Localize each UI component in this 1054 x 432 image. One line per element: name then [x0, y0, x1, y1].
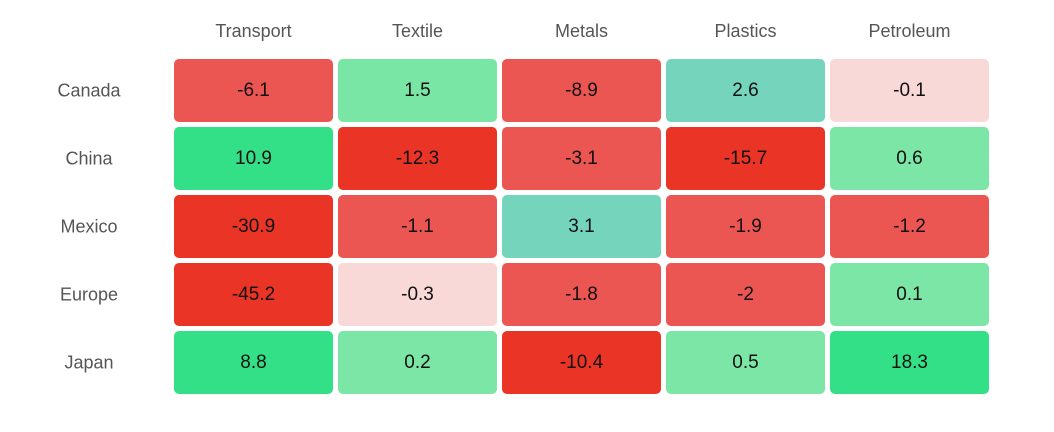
cell-value-label: -1.2 [893, 216, 926, 237]
cell-value-label: 3.1 [568, 216, 594, 237]
cell-fill [174, 59, 333, 122]
cell-fill [502, 127, 661, 190]
cell-value-label: -30.9 [232, 216, 275, 237]
heatmap-cell-mexico-textile: -1.1 [338, 195, 497, 258]
heatmap-cell-china-metals: -3.1 [502, 127, 661, 190]
cell-value-label: 0.6 [896, 148, 922, 169]
heatmap-cells: -6.1 1.5 -8.9 2.6 -0.1 10.9 -12.3 -3.1 -15.7 0.6 -… [174, 59, 989, 394]
heatmap-cell-mexico-metals: 3.1 [502, 195, 661, 258]
heatmap-cell-mexico-petroleum: -1.2 [830, 195, 989, 258]
cell-value-label: 0.1 [896, 284, 922, 305]
heatmap-cell-canada-petroleum: -0.1 [830, 59, 989, 122]
cell-fill [338, 59, 497, 122]
heatmap-cell-china-plastics: -15.7 [666, 127, 825, 190]
cell-fill [666, 127, 825, 190]
heatmap-cell-china-petroleum: 0.6 [830, 127, 989, 190]
heatmap-cell-china-textile: -12.3 [338, 127, 497, 190]
cell-value-label: -1.8 [565, 284, 598, 305]
cell-fill [830, 331, 989, 394]
cell-value-label: -1.1 [401, 216, 434, 237]
cell-value-label: 0.2 [404, 352, 430, 373]
cell-fill [502, 59, 661, 122]
cell-fill [338, 331, 497, 394]
cell-fill [830, 127, 989, 190]
cell-fill [830, 263, 989, 326]
heatmap-cell-japan-plastics: 0.5 [666, 331, 825, 394]
cell-fill [174, 263, 333, 326]
heatmap-cell-mexico-transport: -30.9 [174, 195, 333, 258]
heatmap-cell-canada-plastics: 2.6 [666, 59, 825, 122]
heatmap-cell-japan-transport: 8.8 [174, 331, 333, 394]
heatmap-cell-china-transport: 10.9 [174, 127, 333, 190]
heatmap-cell-europe-petroleum: 0.1 [830, 263, 989, 326]
heatmap-cell-mexico-plastics: -1.9 [666, 195, 825, 258]
cell-value-label: -0.1 [893, 80, 926, 101]
heatmap-cell-canada-textile: 1.5 [338, 59, 497, 122]
cell-fill [338, 195, 497, 258]
column-label-plastics: Plastics [714, 21, 776, 41]
heatmap-cell-europe-plastics: -2 [666, 263, 825, 326]
cell-fill [502, 263, 661, 326]
row-label-japan: Japan [64, 353, 113, 373]
heatmap-cell-japan-metals: -10.4 [502, 331, 661, 394]
row-label-canada: Canada [57, 81, 121, 101]
cell-value-label: 18.3 [891, 352, 928, 373]
cell-value-label: 2.6 [732, 80, 758, 101]
heatmap-cell-japan-petroleum: 18.3 [830, 331, 989, 394]
cell-value-label: -8.9 [565, 80, 598, 101]
cell-fill [502, 195, 661, 258]
heatmap-cell-europe-transport: -45.2 [174, 263, 333, 326]
cell-value-label: -10.4 [560, 352, 604, 373]
cell-value-label: -45.2 [232, 284, 275, 305]
cell-value-label: -1.9 [729, 216, 762, 237]
cell-fill [174, 195, 333, 258]
cell-fill [502, 331, 661, 394]
row-labels: Canada China Mexico Europe Japan [57, 81, 121, 373]
cell-value-label: -3.1 [565, 148, 598, 169]
column-label-petroleum: Petroleum [868, 21, 950, 41]
cell-fill [666, 195, 825, 258]
cell-value-label: 0.5 [732, 352, 758, 373]
column-label-metals: Metals [555, 21, 608, 41]
cell-value-label: -2 [737, 284, 754, 305]
row-label-europe: Europe [60, 285, 118, 305]
row-label-mexico: Mexico [60, 217, 117, 237]
heatmap-cell-europe-textile: -0.3 [338, 263, 497, 326]
cell-value-label: 8.8 [240, 352, 266, 373]
cell-fill [666, 59, 825, 122]
heatmap-cell-europe-metals: -1.8 [502, 263, 661, 326]
cell-fill [666, 263, 825, 326]
heatmap-cell-japan-textile: 0.2 [338, 331, 497, 394]
cell-fill [174, 331, 333, 394]
column-label-textile: Textile [392, 21, 443, 41]
heatmap-cell-canada-transport: -6.1 [174, 59, 333, 122]
cell-value-label: 1.5 [404, 80, 430, 101]
cell-fill [338, 127, 497, 190]
cell-value-label: -0.3 [401, 284, 434, 305]
cell-value-label: 10.9 [235, 148, 272, 169]
cell-fill [830, 195, 989, 258]
cell-value-label: -6.1 [237, 80, 270, 101]
cell-fill [666, 331, 825, 394]
row-label-china: China [65, 149, 113, 169]
cell-fill [338, 263, 497, 326]
heatmap-cell-canada-metals: -8.9 [502, 59, 661, 122]
cell-value-label: -15.7 [724, 148, 767, 169]
cell-fill [174, 127, 333, 190]
column-labels: Transport Textile Metals Plastics Petroleum [215, 21, 950, 41]
column-label-transport: Transport [215, 21, 291, 41]
cell-value-label: -12.3 [396, 148, 439, 169]
cell-fill [830, 59, 989, 122]
